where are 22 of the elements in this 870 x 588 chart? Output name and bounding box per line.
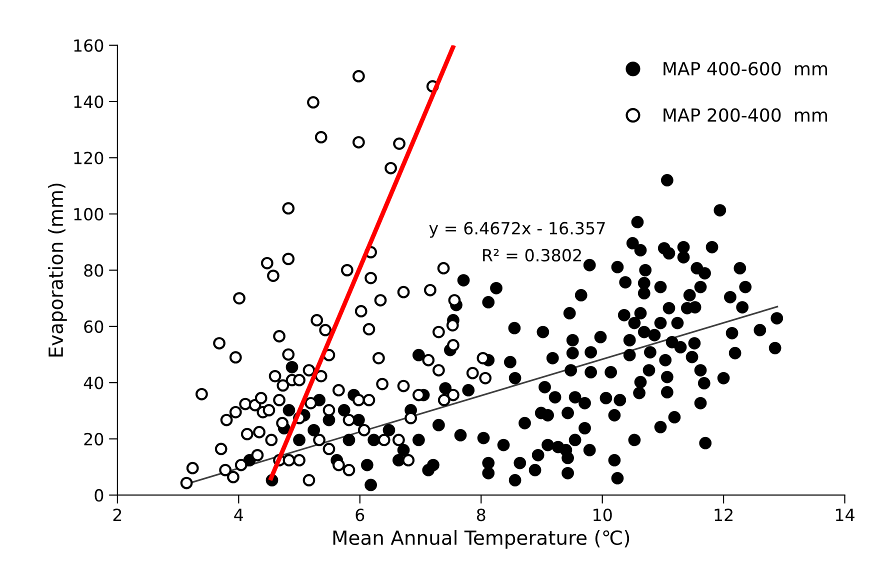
x-axis-title: Mean Annual Temperature (℃): [333, 530, 630, 549]
x-tick-label: 8: [476, 508, 486, 522]
y-tick-label: 120: [74, 152, 104, 164]
legend-label: MAP 400-600 mm: [664, 62, 827, 76]
y-tick-label: 80: [84, 264, 104, 277]
x-tick-label: 2: [113, 508, 122, 521]
y-tick-label: 0: [94, 489, 104, 502]
y-tick-label: 140: [74, 95, 104, 108]
y-tick-label: 160: [74, 39, 104, 52]
y-tick-label: 100: [74, 208, 104, 221]
annotation: y = 6.4672x - 16.357: [429, 222, 605, 238]
y-tick-label: 40: [84, 376, 104, 390]
x-tick-label: 12: [714, 508, 732, 521]
x-tick-label: 4: [234, 508, 244, 521]
x-tick-label: 6: [356, 508, 364, 522]
y-tick-label: 60: [84, 320, 104, 333]
y-tick-label: 20: [84, 432, 104, 446]
annotation: R² = 0.3802: [483, 248, 581, 262]
x-tick-label: 14: [836, 508, 854, 521]
legend-label: MAP 200-400 mm: [664, 108, 827, 122]
x-tick-label: 10: [594, 508, 612, 522]
y-axis-title: Evaporation (mm): [48, 184, 67, 356]
